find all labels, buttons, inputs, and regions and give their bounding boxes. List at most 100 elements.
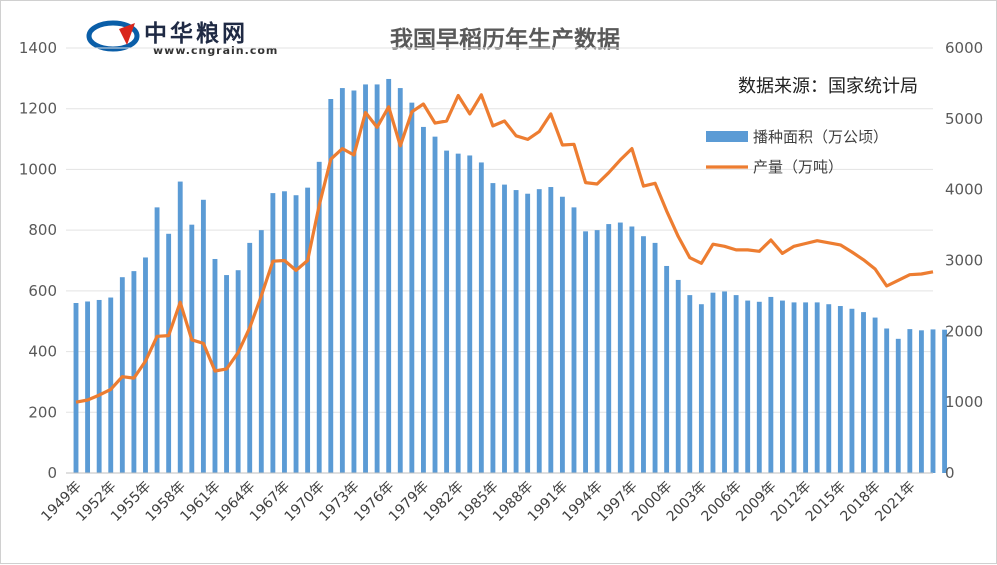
area-bar (942, 329, 948, 473)
area-bar (397, 88, 403, 474)
area-bar (154, 207, 160, 473)
area-bar (571, 207, 577, 473)
area-bar (617, 222, 623, 473)
y-axis-left: 0 200 400 600 800 1000 1200 1400 (19, 39, 57, 482)
area-bar (872, 317, 878, 473)
area-bar (409, 102, 415, 474)
area-bar (675, 279, 681, 473)
area-bar (421, 126, 426, 473)
area-bar (884, 328, 890, 473)
area-bar (386, 78, 392, 473)
area-bar (224, 275, 229, 473)
logo-url: www.cngrain.com (153, 44, 278, 57)
area-bar (745, 300, 751, 473)
area-bar (861, 312, 866, 473)
area-bar (548, 187, 554, 474)
gridlines (66, 47, 933, 413)
area-bar (895, 338, 901, 473)
area-bar (768, 296, 774, 473)
area-bar (212, 258, 218, 473)
y-left-tick-label: 400 (28, 343, 57, 361)
y-right-tick-label: 4000 (945, 181, 983, 199)
area-bar (849, 308, 855, 473)
area-bar (791, 302, 797, 473)
y-left-tick-label: 200 (28, 403, 57, 421)
logo-name: 中华粮网 (144, 20, 248, 47)
area-bar (687, 295, 693, 473)
area-bar (351, 90, 357, 473)
y-left-tick-label: 1200 (19, 100, 57, 118)
area-bar (698, 304, 704, 473)
legend: 播种面积（万公顷） 产量（万吨） (706, 128, 888, 176)
y-right-tick-label: 2000 (945, 322, 983, 340)
area-bar (629, 226, 635, 473)
y-left-tick-label: 600 (28, 282, 57, 300)
area-bar (930, 329, 936, 473)
area-bar (502, 184, 507, 473)
area-bar (200, 199, 206, 474)
area-bar (131, 271, 137, 473)
area-bar (363, 84, 368, 473)
legend-swatch-area (706, 131, 748, 142)
y-left-tick-label: 1000 (19, 160, 57, 178)
area-bar (664, 265, 670, 473)
area-bar (328, 99, 334, 473)
production-line (75, 93, 934, 404)
area-bar (733, 295, 739, 473)
area-bar (85, 301, 91, 473)
legend-label-area: 播种面积（万公顷） (753, 128, 888, 146)
area-bar (374, 84, 380, 473)
area-bar (525, 193, 531, 473)
y-axis-right: 0 1000 2000 3000 4000 5000 6000 (945, 39, 983, 482)
area-bar (119, 277, 125, 473)
area-bar (282, 191, 287, 474)
area-bar (444, 150, 450, 473)
area-bar (722, 291, 727, 473)
area-bar (594, 230, 600, 473)
area-bar (652, 242, 658, 473)
area-bar (536, 189, 542, 474)
area-bar (814, 302, 820, 473)
area-bar (467, 155, 473, 473)
y-right-tick-label: 3000 (945, 252, 983, 270)
y-left-tick-label: 800 (28, 221, 57, 239)
area-bar (710, 292, 716, 473)
area-bar (177, 181, 183, 474)
area-bar (73, 303, 79, 473)
area-bar (826, 304, 832, 473)
area-bar (641, 236, 646, 473)
area-bar (583, 231, 588, 473)
cngrain-logo: 中华粮网 www.cngrain.com (86, 20, 278, 57)
legend-label-production: 产量（万吨） (753, 158, 843, 176)
area-bar (293, 195, 299, 473)
area-bar (305, 187, 311, 473)
area-bar (490, 183, 496, 473)
area-bars (73, 78, 948, 474)
y-right-tick-label: 0 (945, 464, 955, 482)
y-right-tick-label: 6000 (945, 39, 983, 57)
area-bar (803, 302, 809, 473)
logo-emblem-icon (86, 20, 140, 52)
area-bar (166, 233, 172, 473)
area-bar (339, 88, 345, 474)
area-bar (258, 230, 264, 473)
area-bar (907, 329, 913, 473)
area-bar (247, 242, 253, 473)
area-bar (559, 196, 565, 473)
x-axis-labels: 1949年1952年1955年1958年1961年1964年1967年1970年… (38, 479, 918, 525)
area-bar (316, 161, 322, 473)
chart-title: 我国早稻历年生产数据 (390, 26, 620, 53)
area-bar (432, 136, 438, 473)
area-bar (235, 270, 241, 473)
area-bar (270, 193, 276, 473)
y-left-tick-label: 0 (47, 464, 57, 482)
area-bar (918, 330, 924, 473)
y-left-tick-label: 1400 (19, 39, 57, 57)
logo-emblem-red-stroke (119, 23, 135, 45)
area-bar (756, 301, 762, 473)
area-bar (96, 299, 102, 473)
area-bar (108, 297, 114, 473)
area-bar (606, 224, 612, 473)
